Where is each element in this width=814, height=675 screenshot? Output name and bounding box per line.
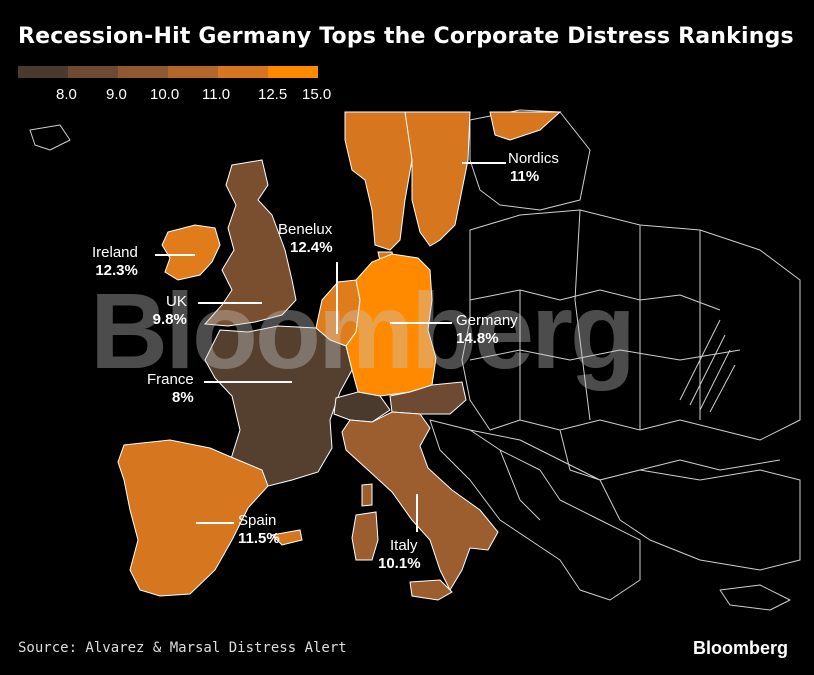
label-italy: Italy 10.1%: [378, 537, 421, 573]
region-value: 9.8%: [152, 311, 187, 328]
region-value: 11.5%: [238, 530, 280, 547]
base-land: [29, 109, 801, 611]
legend-swatch: [118, 66, 168, 78]
region-name: Germany: [456, 312, 518, 329]
legend-tick: 15.0: [302, 86, 332, 103]
region-name: Ireland: [92, 244, 138, 261]
label-benelux: Benelux 12.4%: [278, 221, 333, 257]
region-italy: [341, 411, 499, 601]
region-uk: [203, 159, 297, 327]
legend-tick: 9.0: [106, 86, 127, 103]
legend-swatch: [68, 66, 118, 78]
legend-tick: 12.5: [258, 86, 288, 103]
leader-line: [204, 381, 292, 383]
region-value: 10.1%: [378, 555, 421, 572]
label-uk: UK 9.8%: [146, 293, 187, 329]
color-legend: [18, 66, 318, 78]
region-name: Italy: [390, 537, 418, 554]
region-germany: [345, 253, 437, 397]
region-value: 11%: [510, 168, 540, 185]
leader-line: [390, 322, 452, 324]
region-value: 12.4%: [290, 239, 333, 256]
label-spain: Spain 11.5%: [238, 512, 280, 548]
leader-line: [416, 494, 418, 532]
region-value: 12.3%: [95, 262, 138, 279]
region-france: [204, 325, 353, 487]
region-value: 14.8%: [456, 330, 499, 347]
label-germany: Germany 14.8%: [456, 312, 518, 348]
label-nordics: Nordics 11%: [476, 150, 559, 186]
legend-swatch: [268, 66, 318, 78]
legend-tick: 8.0: [56, 86, 77, 103]
region-name: Benelux: [278, 221, 333, 238]
source-note: Source: Alvarez & Marsal Distress Alert: [18, 640, 347, 656]
leader-line: [462, 162, 506, 164]
chart-title: Recession-Hit Germany Tops the Corporate…: [18, 24, 794, 49]
legend-swatch: [18, 66, 68, 78]
leader-line: [155, 254, 195, 256]
leader-line: [198, 302, 262, 304]
legend-swatch: [168, 66, 218, 78]
region-switzerland: [333, 391, 391, 423]
region-name: Nordics: [508, 150, 559, 167]
hatch-area: [679, 319, 736, 413]
region-value: 8%: [172, 389, 194, 406]
legend-tick: 11.0: [202, 86, 231, 103]
bloomberg-logo: Bloomberg: [692, 638, 788, 658]
region-name: UK: [166, 293, 187, 310]
region-ireland: [161, 224, 221, 281]
region-name: France: [147, 371, 194, 388]
leader-line: [196, 522, 234, 524]
legend-swatch: [218, 66, 268, 78]
region-spain: [117, 439, 303, 597]
region-name: Spain: [238, 512, 277, 529]
leader-line: [336, 262, 338, 334]
label-france: France 8%: [142, 371, 194, 407]
label-ireland: Ireland 12.3%: [92, 244, 138, 280]
europe-map: [29, 109, 801, 611]
legend-tick: 10.0: [150, 86, 180, 103]
